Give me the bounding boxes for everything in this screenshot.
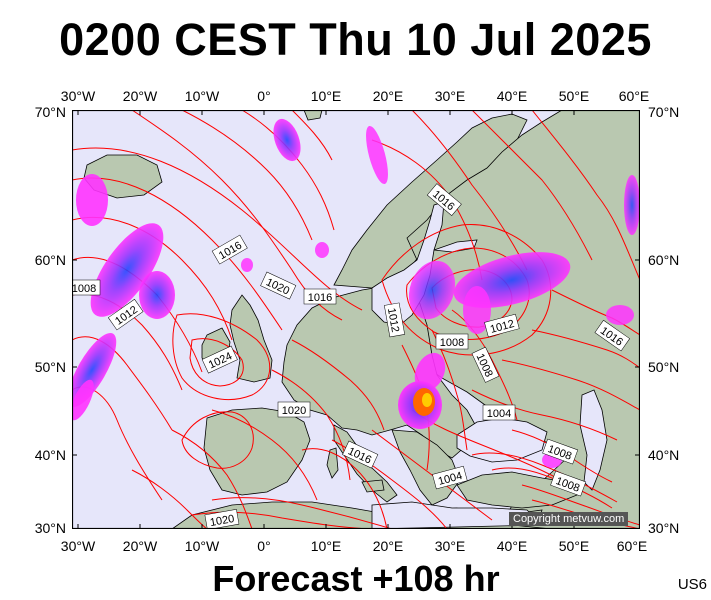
lat-label-left: 30°N <box>34 520 66 536</box>
svg-text:1020: 1020 <box>282 405 306 417</box>
svg-text:1008: 1008 <box>72 283 96 295</box>
lon-label-top: 60°E <box>618 88 650 104</box>
lat-label-left: 50°N <box>34 359 66 375</box>
svg-text:1016: 1016 <box>308 292 332 304</box>
lat-label-right: 60°N <box>648 252 680 268</box>
lat-label-left: 60°N <box>34 252 66 268</box>
copyright-notice: Copyright metvuw.com <box>509 512 629 526</box>
lon-label-bottom: 30°W <box>60 538 96 554</box>
inland-waters <box>371 201 608 529</box>
lon-label-bottom: 50°E <box>558 538 590 554</box>
lat-label-right: 30°N <box>648 520 680 536</box>
lon-label-top: 50°E <box>558 88 590 104</box>
lon-label-top: 30°W <box>60 88 96 104</box>
lon-label-top: 10°W <box>184 88 220 104</box>
lon-label-top: 0° <box>257 88 271 104</box>
lat-label-right: 40°N <box>648 447 680 463</box>
lon-label-bottom: 20°W <box>122 538 158 554</box>
lon-label-top: 20°W <box>122 88 158 104</box>
lon-label-bottom: 20°E <box>372 538 404 554</box>
lon-label-top: 10°E <box>310 88 342 104</box>
lon-label-bottom: 30°E <box>434 538 466 554</box>
lon-label-top: 20°E <box>372 88 404 104</box>
weather-map: 1016 1016 1008 1012 1020 1016 1024 1012 … <box>72 110 640 529</box>
lat-label-right: 70°N <box>648 104 680 120</box>
lon-label-bottom: 0° <box>257 538 271 554</box>
lon-label-top: 30°E <box>434 88 466 104</box>
svg-text:1008: 1008 <box>440 337 464 349</box>
lon-label-bottom: 10°W <box>184 538 220 554</box>
map-title: 0200 CEST Thu 10 Jul 2025 <box>59 14 652 65</box>
map-frame <box>72 110 640 529</box>
svg-text:1012: 1012 <box>385 307 401 333</box>
svg-text:1004: 1004 <box>487 408 511 420</box>
lat-label-right: 50°N <box>648 359 680 375</box>
svg-text:1020: 1020 <box>209 513 235 529</box>
lon-label-bottom: 10°E <box>310 538 342 554</box>
lon-label-bottom: 60°E <box>616 538 648 554</box>
lat-label-left: 40°N <box>34 447 66 463</box>
forecast-label: Forecast +108 hr <box>212 558 500 599</box>
lon-label-top: 40°E <box>496 88 528 104</box>
lon-label-bottom: 40°E <box>496 538 528 554</box>
map-code: US6 <box>677 576 707 593</box>
precipitation <box>72 118 640 468</box>
lat-label-left: 70°N <box>34 104 66 120</box>
